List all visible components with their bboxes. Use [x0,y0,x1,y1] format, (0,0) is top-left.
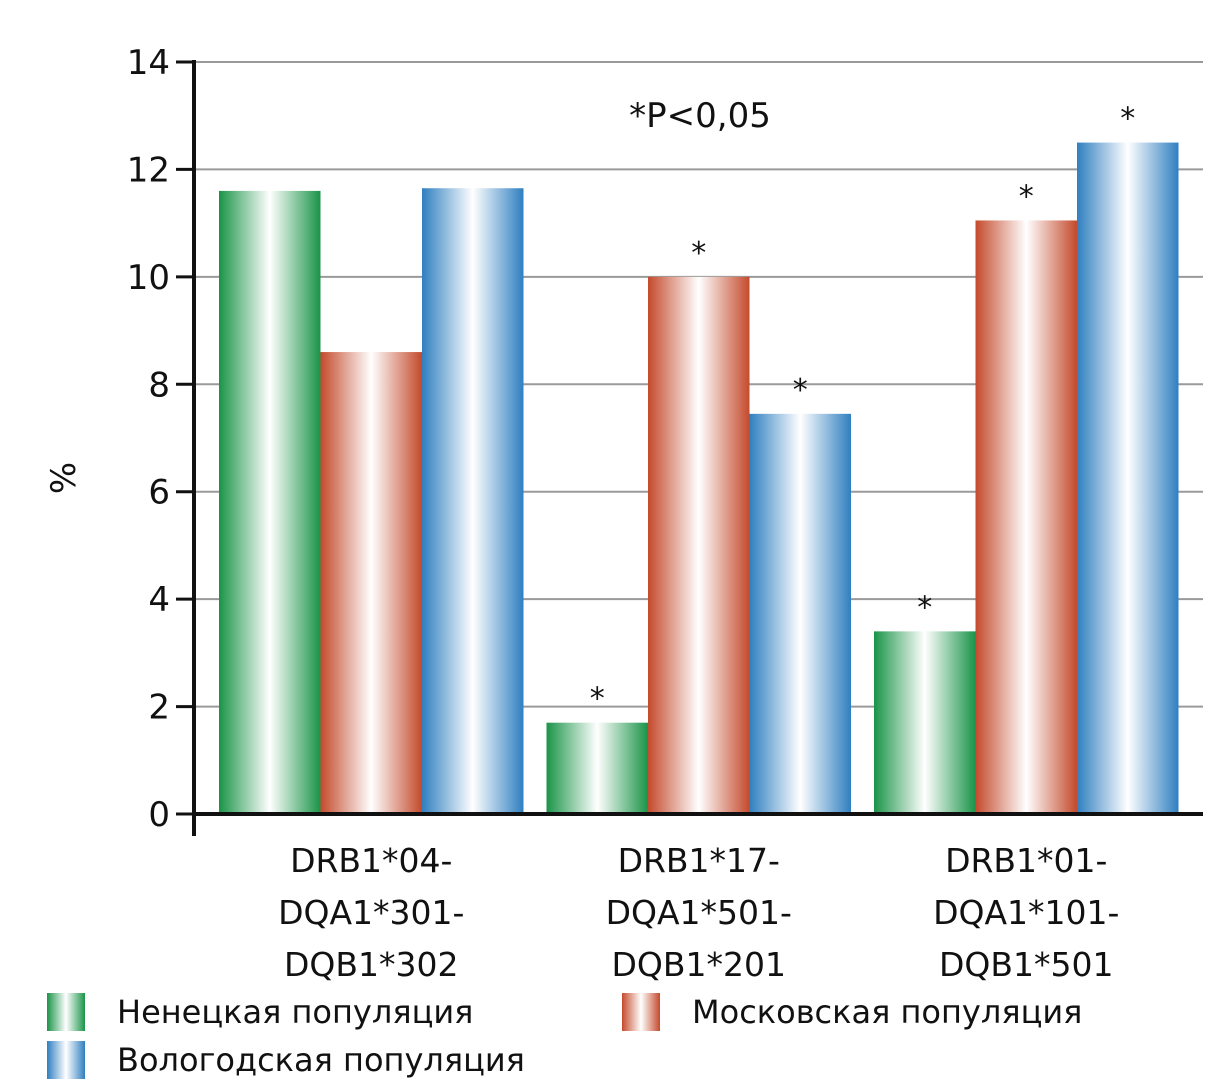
legend-label-nenets: Ненецкая популяция [117,993,474,1031]
significance-star: * [1120,102,1135,137]
y-tick-label: 14 [127,43,170,83]
x-category-label: DQA1*501- [606,893,792,932]
x-category-label: DRB1*01- [945,841,1107,880]
y-tick-label: 12 [127,150,170,190]
y-tick-label: 8 [148,365,170,405]
legend-label-vologda: Вологодская популяция [117,1041,525,1079]
y-tick-label: 0 [148,795,170,835]
y-tick-label: 4 [148,580,170,620]
bar [219,190,321,814]
legend-swatch-vologda [47,1041,85,1079]
x-category-label: DQB1*302 [284,945,459,984]
bar [749,413,851,814]
legend-swatch-moscow [622,993,660,1031]
legend-item-moscow: Московская популяция [622,993,1082,1031]
significance-annotation: *P<0,05 [629,96,771,136]
x-category-label: DRB1*17- [618,841,780,880]
y-tick-label: 10 [127,258,170,298]
y-axis-label: % [44,462,84,494]
significance-star: * [793,373,808,408]
labels: 0 2 4 6 8 10 12 14 DRB1*04- DQA1*301- DQB1*302 * * * D… [127,43,1136,984]
bars [219,142,1179,815]
bar [874,631,976,814]
legend: Ненецкая популяция Московская популяция … [0,985,1219,1085]
significance-star: * [1019,179,1034,214]
x-category-label: DQA1*301- [278,893,464,932]
significance-star: * [691,236,706,271]
bar-chart: 0 2 4 6 8 10 12 14 DRB1*04- DQA1*301- DQB1*302 * * * D… [44,43,1203,984]
bar [422,188,524,814]
y-tick-label: 6 [148,473,170,513]
bar [1077,142,1179,815]
bar [320,352,422,814]
x-category-label: DQA1*101- [933,893,1119,932]
legend-item-vologda: Вологодская популяция [47,1041,525,1079]
legend-label-moscow: Московская популяция [692,993,1083,1031]
x-category-label: DRB1*04- [290,841,452,880]
x-category-label: DQB1*201 [611,945,786,984]
y-tick-label: 2 [148,688,170,728]
significance-star: * [590,682,605,717]
legend-item-nenets: Ненецкая популяция [47,993,473,1031]
significance-star: * [917,590,932,625]
bar [546,722,648,814]
legend-swatch-nenets [47,993,85,1031]
bar [975,220,1077,814]
axes [176,60,1203,836]
x-category-label: DQB1*501 [939,945,1114,984]
bar [648,276,750,814]
